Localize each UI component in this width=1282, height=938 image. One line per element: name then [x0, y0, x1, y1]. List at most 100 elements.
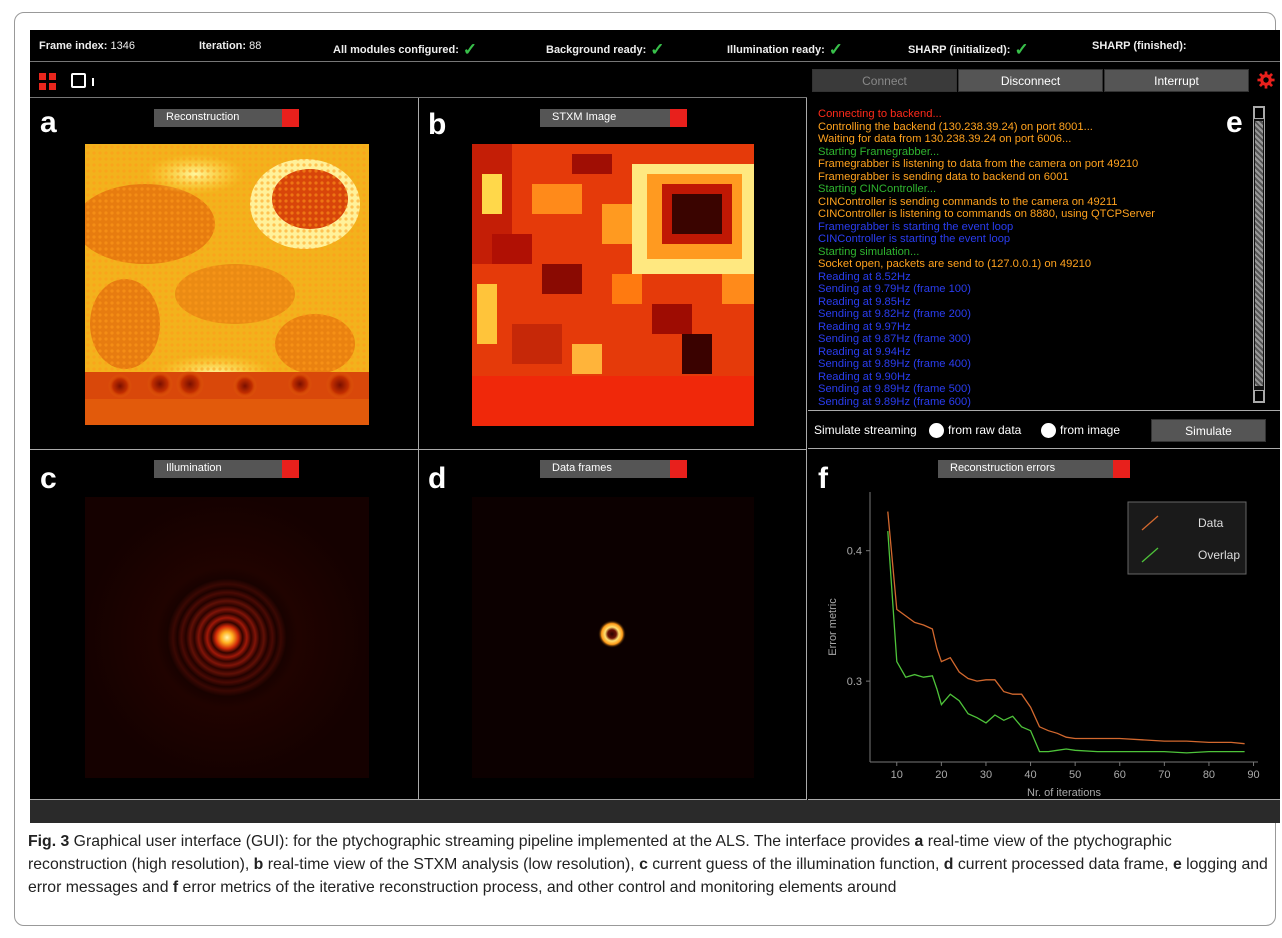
x-tick-label: 10 — [891, 769, 903, 781]
legend-swatch-data — [1141, 515, 1159, 531]
log-line: Reading at 9.97Hz — [818, 320, 911, 333]
series-line-data — [887, 511, 1245, 745]
log-line: Reading at 8.52Hz — [818, 270, 911, 283]
grid-layout-icon[interactable] — [39, 73, 56, 90]
log-line: Reading at 9.94Hz — [818, 345, 911, 358]
log-messages: Connecting to backend... Controlling the … — [818, 108, 1155, 408]
panel-letter-a: a — [40, 106, 57, 139]
background-ready-status: Background ready: ✓ — [546, 40, 665, 59]
reconstruction-panel: a Reconstruction — [30, 98, 419, 450]
simulate-streaming-row: Simulate streaming from raw data from im… — [808, 411, 1280, 449]
from-raw-data-radio[interactable] — [929, 423, 944, 438]
log-line: Socket open, packets are send to (127.0.… — [818, 258, 1092, 270]
record-toggle-icon[interactable] — [282, 109, 299, 127]
record-toggle-icon[interactable] — [282, 460, 299, 478]
illumination-title-bar: Illumination — [154, 460, 299, 478]
status-bar: Frame index: 1346 Iteration: 88 All modu… — [30, 30, 1280, 62]
log-line: Starting Framegrabber... — [818, 145, 940, 158]
record-toggle-icon[interactable] — [670, 109, 687, 127]
frame-index-status: Frame index: 1346 — [39, 40, 136, 52]
chart-legend — [1127, 501, 1247, 575]
connection-controls: Connect Disconnect Interrupt — [808, 62, 1280, 98]
separator-icon — [92, 78, 94, 86]
y-tick-label: 0.4 — [847, 546, 862, 558]
panel-letter-e: e — [1226, 106, 1243, 139]
log-line: Waiting for data from 130.238.39.24 on p… — [818, 133, 1072, 145]
x-tick-label: 80 — [1203, 769, 1215, 781]
disconnect-button[interactable]: Disconnect — [958, 69, 1103, 92]
iteration-value: 88 — [249, 40, 262, 52]
y-tick-label: 0.3 — [847, 676, 862, 688]
x-tick-label: 60 — [1114, 769, 1126, 781]
x-tick-label: 30 — [980, 769, 992, 781]
reconstruction-errors-panel: f Reconstruction errors 10 20 30 40 50 60 70 80… — [808, 450, 1280, 800]
sharp-initialized-status: SHARP (initialized): ✓ — [908, 40, 1029, 59]
reconstruction-title-bar: Reconstruction — [154, 109, 299, 127]
log-panel: Connecting to backend... Controlling the … — [808, 98, 1280, 411]
from-image-radio[interactable] — [1041, 423, 1056, 438]
stxm-panel: b STXM Image — [419, 98, 807, 450]
log-line: Sending at 9.89Hz (frame 600) — [818, 395, 971, 408]
log-line: Reading at 9.85Hz — [818, 295, 911, 308]
log-line: Sending at 9.79Hz (frame 100) — [818, 283, 971, 295]
simulate-streaming-label: Simulate streaming — [814, 423, 917, 437]
data-frames-title-bar: Data frames — [540, 460, 687, 478]
iteration-status: Iteration: 88 — [199, 40, 262, 52]
panel-letter-d: d — [428, 462, 447, 495]
illumination-panel: c Illumination — [30, 450, 419, 800]
check-icon: ✓ — [462, 40, 478, 59]
from-image-label: from image — [1060, 423, 1121, 437]
error-chart: 10 20 30 40 50 60 70 80 90 0.3 0.4 Nr. of iteration… — [827, 492, 1260, 799]
stxm-title-bar: STXM Image — [540, 109, 687, 127]
check-icon: ✓ — [1014, 40, 1029, 59]
log-line: Framegrabber is listening to data from t… — [818, 158, 1139, 170]
check-icon: ✓ — [650, 40, 665, 59]
log-line: Starting simulation... — [818, 245, 920, 258]
interrupt-button[interactable]: Interrupt — [1104, 69, 1249, 92]
panel-letter-f: f — [818, 462, 828, 495]
frame-index-value: 1346 — [110, 40, 136, 52]
series-line-overlap — [887, 531, 1245, 754]
gui-bottom-strip — [30, 800, 1280, 823]
x-tick-label: 70 — [1158, 769, 1170, 781]
simulate-button[interactable]: Simulate — [1151, 419, 1266, 442]
y-axis-title: Error metric — [827, 598, 839, 656]
log-line: Sending at 9.89Hz (frame 400) — [818, 358, 971, 370]
check-icon: ✓ — [828, 40, 844, 59]
log-line: CINController is starting the event loop — [818, 233, 1011, 245]
log-line: CINController is sending commands to the… — [818, 195, 1118, 208]
legend-label-data: Data — [1198, 516, 1224, 530]
stxm-image — [472, 144, 754, 426]
record-toggle-icon[interactable] — [670, 460, 687, 478]
reconstruction-image — [85, 144, 369, 425]
gui-window: Frame index: 1346 Iteration: 88 All modu… — [30, 30, 1280, 800]
legend-swatch-overlap — [1141, 547, 1159, 563]
data-frames-panel: d Data frames — [419, 450, 807, 800]
figure-caption: Fig. 3 Graphical user interface (GUI): f… — [28, 833, 1268, 896]
settings-gear-icon[interactable] — [1257, 71, 1275, 89]
sharp-finished-status: SHARP (finished): — [1092, 40, 1187, 52]
panel-letter-c: c — [40, 462, 57, 495]
scrollbar-thumb[interactable] — [1255, 121, 1263, 386]
from-raw-data-label: from raw data — [948, 423, 1022, 437]
x-tick-label: 20 — [935, 769, 947, 781]
illumination-ready-status: Illumination ready: ✓ — [727, 40, 844, 59]
connect-button[interactable]: Connect — [812, 69, 957, 92]
single-view-icon[interactable] — [71, 73, 86, 88]
view-toolbar — [30, 62, 807, 98]
x-tick-label: 90 — [1247, 769, 1259, 781]
log-line: Framegrabber is sending data to backend … — [818, 170, 1069, 183]
x-axis-title: Nr. of iterations — [1027, 787, 1101, 799]
legend-label-overlap: Overlap — [1198, 548, 1240, 562]
log-line: Sending at 9.89Hz (frame 500) — [818, 383, 971, 395]
log-scrollbar[interactable] — [1253, 106, 1265, 403]
illumination-image — [85, 497, 369, 778]
panel-letter-b: b — [428, 108, 447, 141]
x-tick-label: 50 — [1069, 769, 1081, 781]
log-line: CINController is listening to commands o… — [818, 208, 1156, 220]
log-line: Controlling the backend (130.238.39.24) … — [818, 120, 1093, 133]
log-line: Sending at 9.82Hz (frame 200) — [818, 308, 971, 320]
data-frame-image — [472, 497, 754, 778]
record-toggle-icon[interactable] — [1113, 460, 1130, 478]
log-line: Reading at 9.90Hz — [818, 370, 911, 383]
